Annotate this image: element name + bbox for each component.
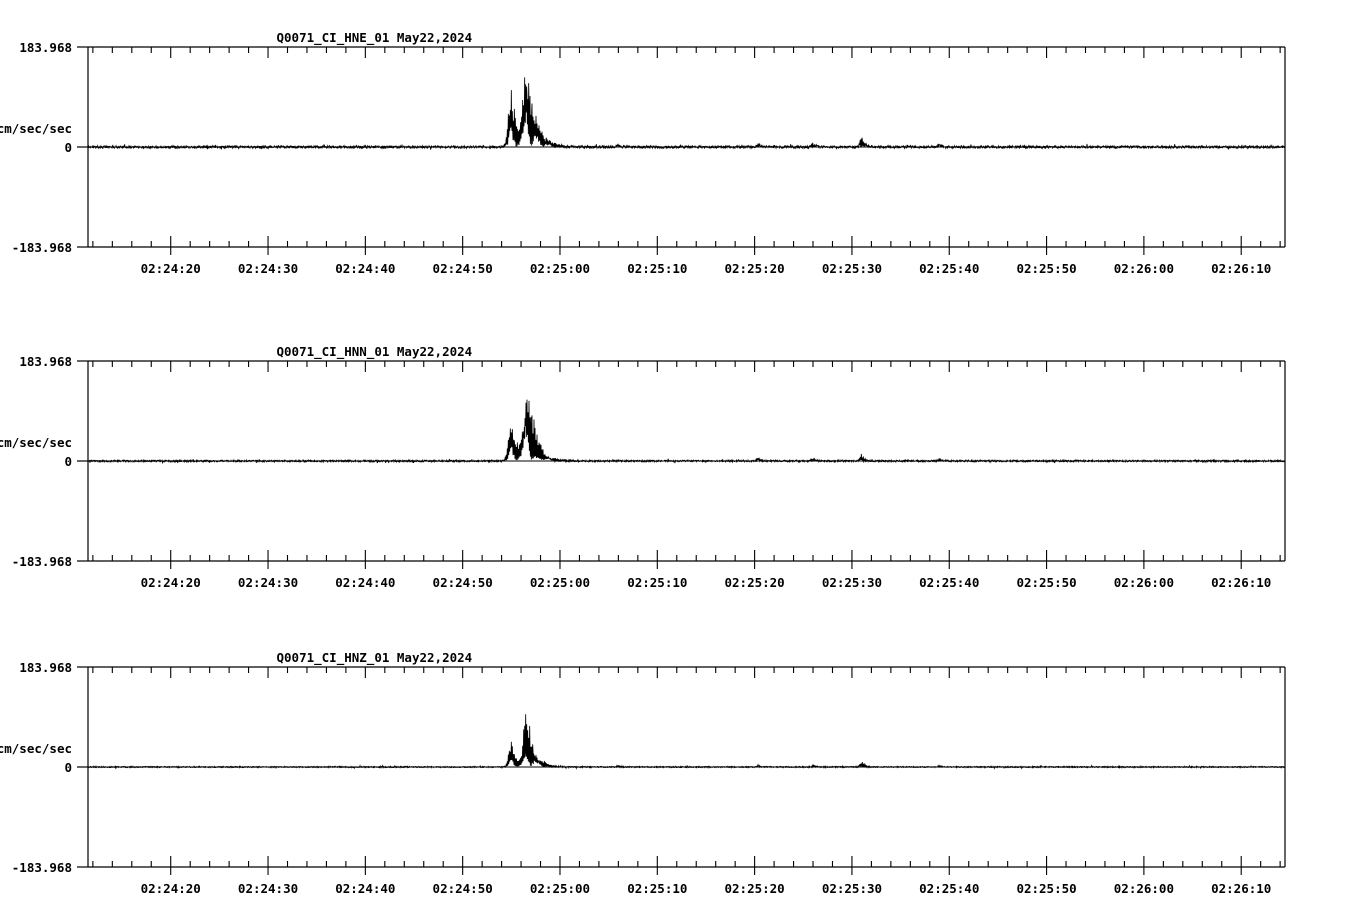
x-axis-tick-label: 02:24:20 xyxy=(141,575,201,590)
x-axis-tick-label: 02:24:40 xyxy=(335,881,395,896)
y-axis-max-label: 183.968 xyxy=(19,354,72,369)
y-axis-zero-label: 0 xyxy=(64,140,72,155)
waveform-trace xyxy=(87,714,1286,770)
x-axis-tick-label: 02:25:50 xyxy=(1016,881,1076,896)
x-axis-tick-label: 02:25:30 xyxy=(822,261,882,276)
axis-ticks xyxy=(77,46,1281,255)
x-axis-tick-label: 02:25:40 xyxy=(919,575,979,590)
y-axis-max-label: 183.968 xyxy=(19,40,72,55)
y-axis-max-label: 183.968 xyxy=(19,660,72,675)
x-axis-tick-label: 02:25:20 xyxy=(725,881,785,896)
x-axis-tick-label: 02:24:30 xyxy=(238,261,298,276)
x-axis-tick-label: 02:25:20 xyxy=(725,261,785,276)
x-axis-tick-label: 02:26:00 xyxy=(1114,575,1174,590)
waveform-trace xyxy=(87,399,1286,465)
axis-ticks xyxy=(77,360,1281,569)
y-axis-min-label: -183.968 xyxy=(12,554,72,569)
x-axis-tick-label: 02:25:40 xyxy=(919,261,979,276)
x-axis-tick-label: 02:25:30 xyxy=(822,575,882,590)
x-axis-tick-label: 02:25:10 xyxy=(627,261,687,276)
x-axis-tick-label: 02:24:30 xyxy=(238,575,298,590)
y-axis-zero-label: 0 xyxy=(64,760,72,775)
x-axis-tick-label: 02:24:30 xyxy=(238,881,298,896)
x-axis-tick-label: 02:25:40 xyxy=(919,881,979,896)
x-axis-tick-label: 02:24:50 xyxy=(433,261,493,276)
x-axis-tick-label: 02:24:50 xyxy=(433,575,493,590)
y-axis-units-label: cm/sec/sec xyxy=(0,435,72,450)
plot-frame xyxy=(87,360,1286,562)
x-axis-tick-label: 02:24:50 xyxy=(433,881,493,896)
x-axis-tick-label: 02:25:00 xyxy=(530,575,590,590)
plot-frame xyxy=(87,46,1286,248)
x-axis-tick-label: 02:25:20 xyxy=(725,575,785,590)
x-axis-tick-label: 02:25:50 xyxy=(1016,575,1076,590)
x-axis-tick-label: 02:24:40 xyxy=(335,575,395,590)
x-axis-tick-label: 02:25:10 xyxy=(627,575,687,590)
x-axis-tick-label: 02:24:20 xyxy=(141,881,201,896)
x-axis-tick-label: 02:26:00 xyxy=(1114,881,1174,896)
panel-title: Q0071_CI_HNZ_01 May22,2024 xyxy=(277,650,473,666)
x-axis-tick-label: 02:26:00 xyxy=(1114,261,1174,276)
x-axis-tick-label: 02:26:10 xyxy=(1211,881,1271,896)
y-axis-min-label: -183.968 xyxy=(12,860,72,875)
plot-frame xyxy=(87,666,1286,868)
x-axis-tick-label: 02:25:10 xyxy=(627,881,687,896)
y-axis-units-label: cm/sec/sec xyxy=(0,741,72,756)
y-axis-min-label: -183.968 xyxy=(12,240,72,255)
waveform-trace xyxy=(87,77,1286,150)
x-axis-tick-label: 02:24:40 xyxy=(335,261,395,276)
x-axis-tick-label: 02:26:10 xyxy=(1211,261,1271,276)
y-axis-zero-label: 0 xyxy=(64,454,72,469)
y-axis-units-label: cm/sec/sec xyxy=(0,121,72,136)
panel-title: Q0071_CI_HNN_01 May22,2024 xyxy=(277,344,473,360)
x-axis-tick-label: 02:25:50 xyxy=(1016,261,1076,276)
x-axis-tick-label: 02:24:20 xyxy=(141,261,201,276)
axis-ticks xyxy=(77,666,1281,875)
x-axis-tick-label: 02:25:00 xyxy=(530,881,590,896)
x-axis-tick-label: 02:26:10 xyxy=(1211,575,1271,590)
x-axis-tick-label: 02:25:30 xyxy=(822,881,882,896)
x-axis-tick-label: 02:25:00 xyxy=(530,261,590,276)
panel-title: Q0071_CI_HNE_01 May22,2024 xyxy=(277,30,473,46)
